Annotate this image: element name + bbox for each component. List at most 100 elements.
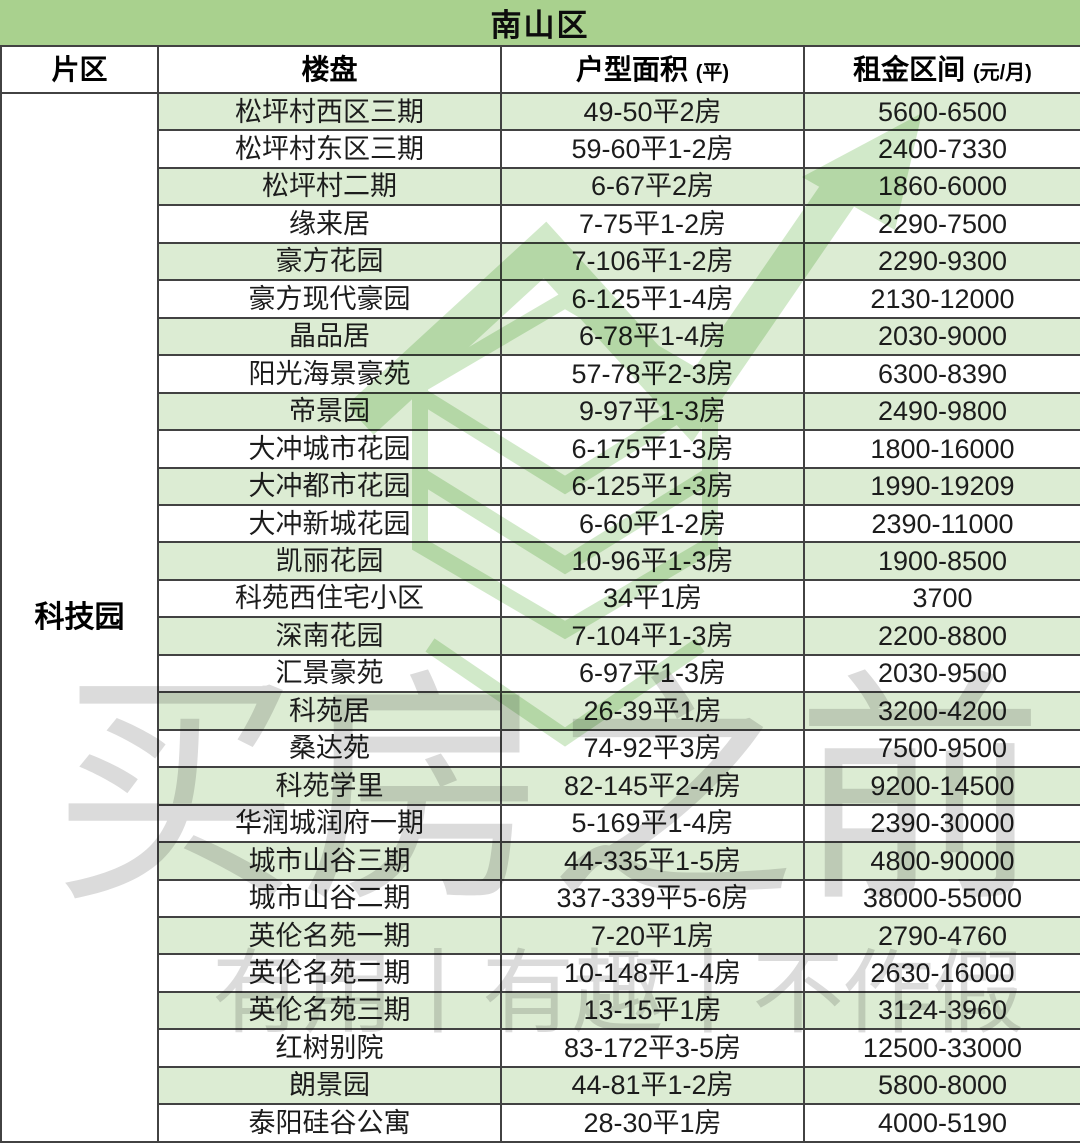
- rent-table: 片区 楼盘 户型面积 (平) 租金区间 (元/月) 科技园 松坪村西区三期 49-5…: [0, 45, 1080, 1143]
- cell-area: 10-96平1-3房: [500, 541, 805, 581]
- cell-rent: 38000-55000: [803, 878, 1080, 918]
- cell-name: 缘来居: [157, 204, 502, 244]
- table-row: 科苑学里 82-145平2-4房 9200-14500: [1, 766, 1080, 806]
- table-row: 凯丽花园 10-96平1-3房 1900-8500: [1, 541, 1080, 581]
- cell-area: 6-125平1-3房: [500, 466, 805, 506]
- cell-area: 6-97平1-3房: [500, 653, 805, 694]
- table-row: 汇景豪苑 6-97平1-3房 2030-9500: [1, 653, 1080, 694]
- cell-rent: 2390-30000: [803, 803, 1080, 844]
- table-row: 豪方现代豪园 6-125平1-4房 2130-12000: [1, 279, 1080, 319]
- cell-name: 城市山谷二期: [157, 878, 502, 918]
- cell-rent: 3700: [803, 578, 1080, 619]
- cell-name: 阳光海景豪苑: [157, 354, 502, 394]
- cell-rent: 2130-12000: [803, 279, 1080, 319]
- cell-rent: 3124-3960: [803, 990, 1080, 1031]
- table-row: 大冲新城花园 6-60平1-2房 2390-11000: [1, 503, 1080, 544]
- header-estate: 楼盘: [157, 45, 502, 94]
- cell-rent: 2030-9500: [803, 653, 1080, 694]
- cell-name: 帝景园: [157, 391, 502, 432]
- cell-rent: 1900-8500: [803, 541, 1080, 581]
- cell-rent: 6300-8390: [803, 354, 1080, 394]
- cell-name: 朗景园: [157, 1065, 502, 1106]
- cell-name: 晶品居: [157, 316, 502, 357]
- cell-name: 豪方现代豪园: [157, 279, 502, 319]
- cell-name: 松坪村西区三期: [157, 91, 502, 132]
- cell-area: 28-30平1房: [500, 1103, 805, 1143]
- cell-rent: 2390-11000: [803, 503, 1080, 544]
- cell-name: 桑达苑: [157, 728, 502, 769]
- cell-name: 汇景豪苑: [157, 653, 502, 694]
- header-region: 片区: [0, 45, 159, 94]
- table-row: 朗景园 44-81平1-2房 5800-8000: [1, 1065, 1080, 1106]
- cell-rent: 5600-6500: [803, 91, 1080, 132]
- cell-area: 13-15平1房: [500, 990, 805, 1031]
- cell-rent: 5800-8000: [803, 1065, 1080, 1106]
- table-row: 城市山谷二期 337-339平5-6房 38000-55000: [1, 878, 1080, 918]
- cell-area: 49-50平2房: [500, 91, 805, 132]
- table-row: 帝景园 9-97平1-3房 2490-9800: [1, 391, 1080, 432]
- cell-area: 6-67平2房: [500, 166, 805, 207]
- cell-name: 科苑居: [157, 691, 502, 731]
- table-row: 英伦名苑一期 7-20平1房 2790-4760: [1, 915, 1080, 956]
- cell-name: 英伦名苑一期: [157, 915, 502, 956]
- cell-area: 6-60平1-2房: [500, 503, 805, 544]
- header-row: 片区 楼盘 户型面积 (平) 租金区间 (元/月): [0, 45, 1080, 94]
- table-row: 松坪村东区三期 59-60平1-2房 2400-7330: [1, 129, 1080, 169]
- cell-area: 7-104平1-3房: [500, 616, 805, 656]
- cell-area: 57-78平2-3房: [500, 354, 805, 394]
- cell-rent: 12500-33000: [803, 1028, 1080, 1068]
- table-row: 大冲都市花园 6-125平1-3房 1990-19209: [1, 466, 1080, 506]
- header-rent-label: 租金区间: [853, 53, 966, 85]
- cell-name: 华润城润府一期: [157, 803, 502, 844]
- table-row: 华润城润府一期 5-169平1-4房 2390-30000: [1, 803, 1080, 844]
- table-row: 科苑西住宅小区 34平1房 3700: [1, 578, 1080, 619]
- cell-name: 深南花园: [157, 616, 502, 656]
- table-row: 晶品居 6-78平1-4房 2030-9000: [1, 316, 1080, 357]
- cell-rent: 2290-9300: [803, 241, 1080, 282]
- cell-area: 7-106平1-2房: [500, 241, 805, 282]
- cell-rent: 2030-9000: [803, 316, 1080, 357]
- table-row: 英伦名苑三期 13-15平1房 3124-3960: [1, 990, 1080, 1031]
- header-area-label: 户型面积: [575, 53, 688, 85]
- cell-name: 松坪村东区三期: [157, 129, 502, 169]
- table-row: 泰阳硅谷公寓 28-30平1房 4000-5190: [1, 1103, 1080, 1143]
- cell-area: 34平1房: [500, 578, 805, 619]
- cell-area: 44-335平1-5房: [500, 841, 805, 881]
- cell-rent: 1800-16000: [803, 429, 1080, 469]
- cell-name: 大冲城市花园: [157, 429, 502, 469]
- table-row: 阳光海景豪苑 57-78平2-3房 6300-8390: [1, 354, 1080, 394]
- header-estate-label: 楼盘: [301, 53, 358, 85]
- header-area: 户型面积 (平): [500, 45, 805, 94]
- header-rent-unit: (元/月): [972, 61, 1032, 84]
- cell-name: 豪方花园: [157, 241, 502, 282]
- cell-name: 英伦名苑三期: [157, 990, 502, 1031]
- cell-area: 7-20平1房: [500, 915, 805, 956]
- cell-name: 凯丽花园: [157, 541, 502, 581]
- table-row: 大冲城市花园 6-175平1-3房 1800-16000: [1, 429, 1080, 469]
- cell-name: 大冲新城花园: [157, 503, 502, 544]
- cell-area: 10-148平1-4房: [500, 953, 805, 993]
- table-row: 城市山谷三期 44-335平1-5房 4800-90000: [1, 841, 1080, 881]
- cell-area: 59-60平1-2房: [500, 129, 805, 169]
- header-rent: 租金区间 (元/月): [803, 45, 1080, 94]
- cell-area: 7-75平1-2房: [500, 204, 805, 244]
- cell-area: 26-39平1房: [500, 691, 805, 731]
- page-title: 南山区: [0, 0, 1080, 45]
- cell-rent: 2490-9800: [803, 391, 1080, 432]
- cell-name: 大冲都市花园: [157, 466, 502, 506]
- cell-rent: 4800-90000: [803, 841, 1080, 881]
- cell-rent: 1860-6000: [803, 166, 1080, 207]
- cell-rent: 1990-19209: [803, 466, 1080, 506]
- district-cell: 科技园: [0, 92, 159, 1143]
- table-row: 深南花园 7-104平1-3房 2200-8800: [1, 616, 1080, 656]
- table-row: 科苑居 26-39平1房 3200-4200: [1, 691, 1080, 731]
- cell-area: 9-97平1-3房: [500, 391, 805, 432]
- cell-rent: 2630-16000: [803, 953, 1080, 993]
- cell-area: 82-145平2-4房: [500, 766, 805, 806]
- cell-rent: 7500-9500: [803, 728, 1080, 769]
- cell-rent: 2400-7330: [803, 129, 1080, 169]
- cell-area: 44-81平1-2房: [500, 1065, 805, 1106]
- cell-name: 科苑学里: [157, 766, 502, 806]
- cell-rent: 2790-4760: [803, 915, 1080, 956]
